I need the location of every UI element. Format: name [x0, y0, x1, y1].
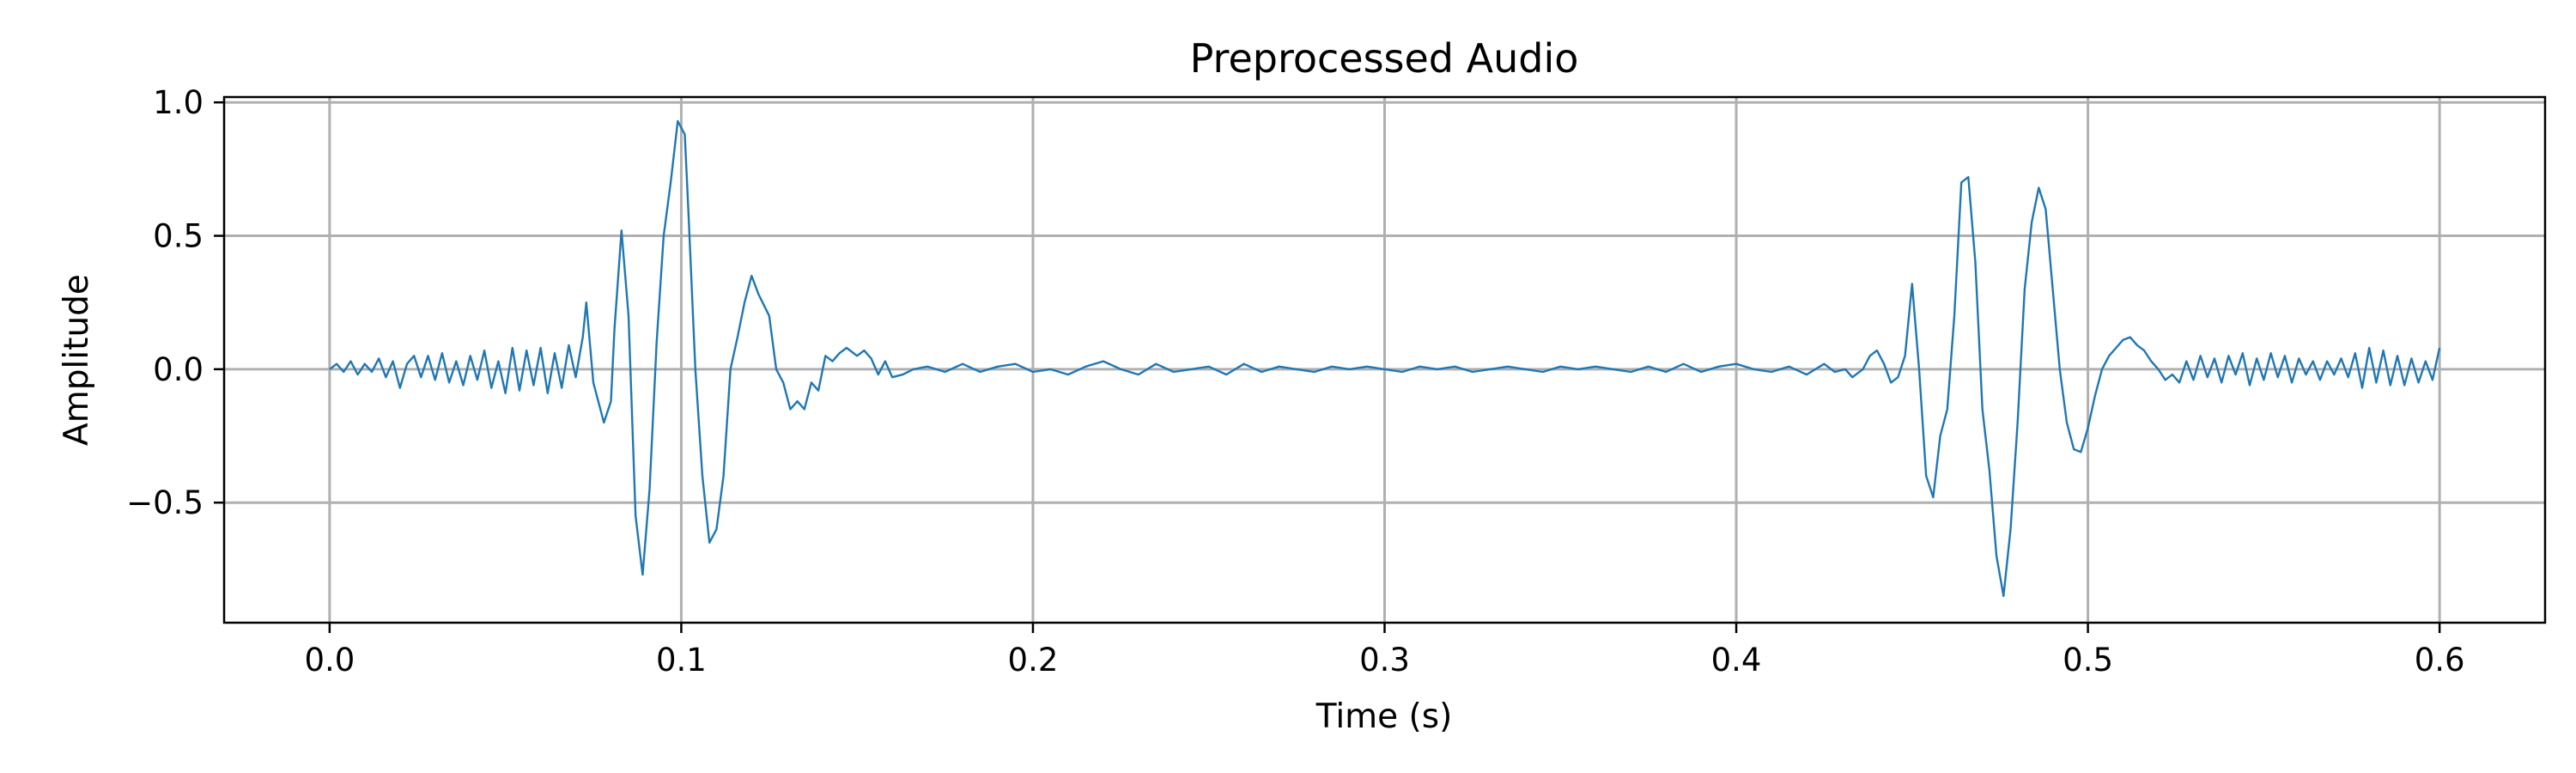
y-axis-label: Amplitude [58, 274, 96, 446]
y-tick-label: 0.5 [153, 218, 204, 255]
axis-ticks: 0.0 0.1 0.2 0.3 0.4 0.5 0.6 −0.5 0.0 0.5 1.0 [126, 84, 2464, 679]
y-tick-label: 0.0 [153, 351, 204, 388]
y-tick-label: 1.0 [153, 84, 204, 121]
series-layer [329, 119, 2441, 598]
x-tick-label: 0.2 [1008, 642, 1059, 679]
x-tick-label: 0.3 [1359, 642, 1410, 679]
x-tick-label: 0.1 [656, 642, 707, 679]
x-tick-label: 0.6 [2415, 642, 2465, 679]
x-axis-label: Time (s) [1315, 697, 1453, 736]
x-tick-label: 0.4 [1711, 642, 1762, 679]
x-tick-label: 0.5 [2063, 642, 2113, 679]
chart-title: Preprocessed Audio [1190, 35, 1579, 82]
audio-waveform-line [329, 119, 2441, 598]
y-tick-label: −0.5 [126, 484, 204, 521]
x-tick-label: 0.0 [304, 642, 355, 679]
